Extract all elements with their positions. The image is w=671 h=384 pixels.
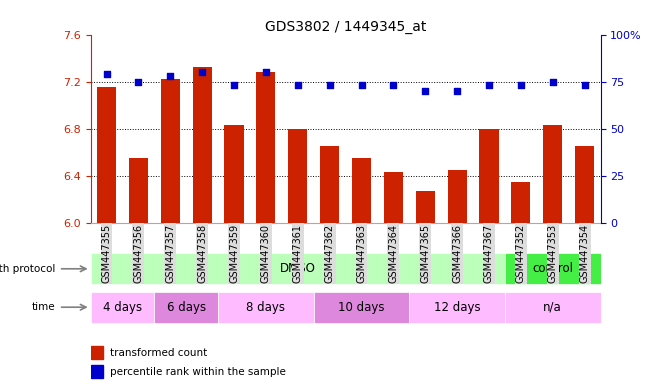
Point [324,82,335,88]
Text: percentile rank within the sample: percentile rank within the sample [110,367,286,377]
Point [420,88,431,94]
Point [293,82,303,88]
Point [452,88,462,94]
Bar [91,365,103,378]
Text: GSM447364: GSM447364 [389,224,399,283]
Text: GSM447362: GSM447362 [325,224,335,283]
Text: GSM447357: GSM447357 [165,224,175,283]
Point [484,82,495,88]
Bar [193,68,212,223]
Point [260,69,271,75]
Text: GSM447366: GSM447366 [452,224,462,283]
Bar [154,292,218,323]
Point [165,73,176,79]
Bar [511,182,530,223]
Bar [384,172,403,223]
Bar [129,158,148,223]
Text: GSM447361: GSM447361 [293,224,303,283]
Text: GSM447353: GSM447353 [548,224,558,283]
Text: GSM447367: GSM447367 [484,224,494,283]
Point [101,71,112,77]
Text: GSM447359: GSM447359 [229,224,239,283]
Bar [409,292,505,323]
Bar [448,170,466,223]
Text: GSM447355: GSM447355 [101,224,111,283]
Point [579,82,590,88]
Point [133,79,144,85]
Point [388,82,399,88]
Bar [505,253,601,284]
Text: GSM447358: GSM447358 [197,224,207,283]
Title: GDS3802 / 1449345_at: GDS3802 / 1449345_at [265,20,426,33]
Text: GSM447354: GSM447354 [580,224,590,283]
Text: GSM447352: GSM447352 [516,224,526,283]
Text: GSM447363: GSM447363 [356,224,366,283]
Text: transformed count: transformed count [110,348,207,358]
Bar [320,146,339,223]
Text: growth protocol: growth protocol [0,264,56,274]
Point [197,69,207,75]
Bar [218,292,313,323]
Text: GSM447360: GSM447360 [261,224,271,283]
Bar [575,146,595,223]
Text: control: control [532,262,573,275]
Bar [91,346,103,359]
Point [356,82,367,88]
Text: 12 days: 12 days [434,301,480,314]
Text: 4 days: 4 days [103,301,142,314]
Bar [97,88,116,223]
Text: GSM447365: GSM447365 [420,224,430,283]
Text: time: time [32,302,56,312]
Bar [256,72,275,223]
Text: GSM447356: GSM447356 [134,224,144,283]
Text: DMSO: DMSO [280,262,315,275]
Text: n/a: n/a [544,301,562,314]
Point [229,82,240,88]
Text: 10 days: 10 days [338,301,384,314]
Bar [161,79,180,223]
Point [548,79,558,85]
Bar [313,292,409,323]
Bar [91,253,505,284]
Text: 8 days: 8 days [246,301,285,314]
Bar [479,129,499,223]
Text: 6 days: 6 days [166,301,206,314]
Bar [91,292,154,323]
Bar [288,129,307,223]
Bar [352,158,371,223]
Bar [224,125,244,223]
Bar [415,191,435,223]
Bar [543,125,562,223]
Bar [505,292,601,323]
Point [515,82,526,88]
